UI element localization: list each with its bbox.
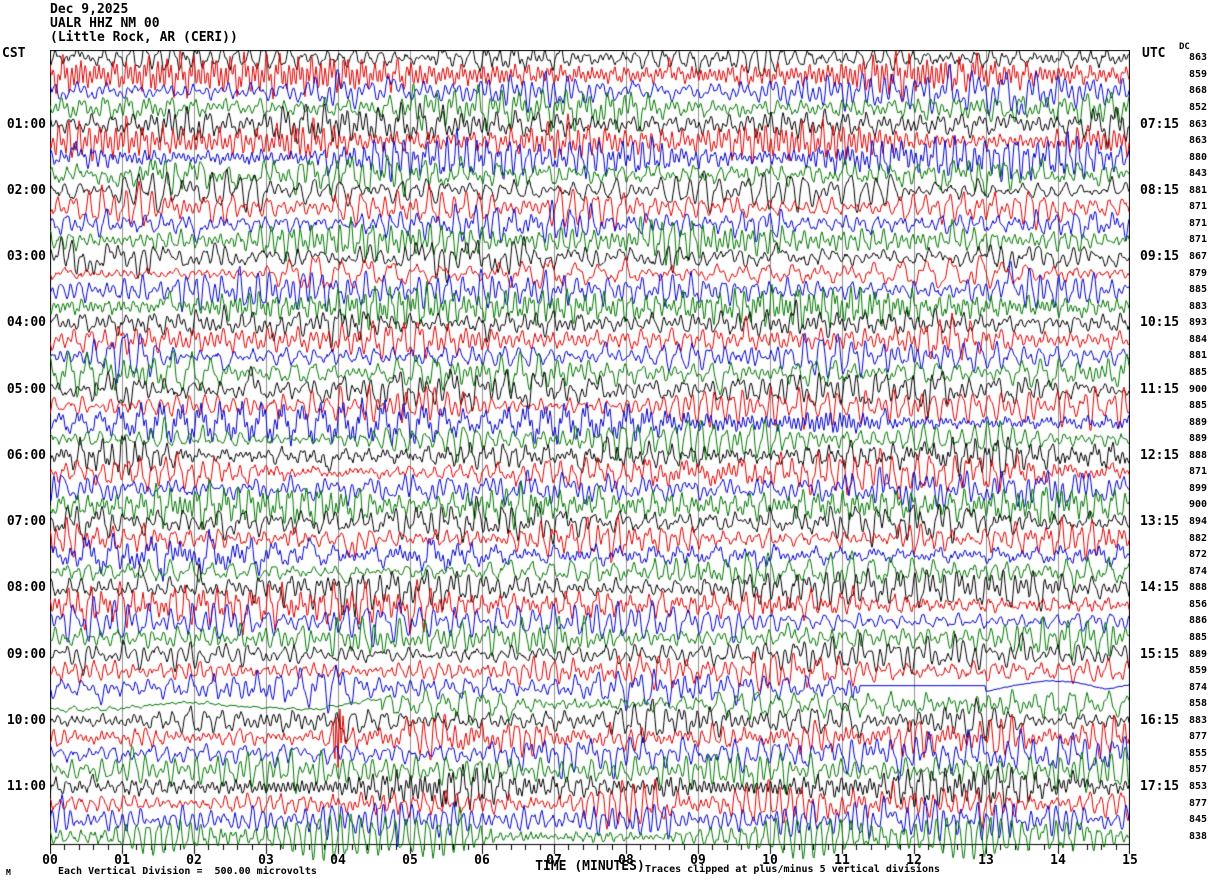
utc-time-label: 11:15 bbox=[1140, 382, 1180, 397]
dc-column-label: DC bbox=[1179, 42, 1190, 52]
dc-offset-value: 889 bbox=[1188, 417, 1207, 428]
x-tick-label: 13 bbox=[978, 853, 994, 868]
dc-offset-value: 845 bbox=[1188, 814, 1207, 825]
dc-offset-value: 893 bbox=[1188, 317, 1207, 328]
dc-offset-value: 881 bbox=[1188, 350, 1207, 361]
x-tick-label: 00 bbox=[42, 853, 58, 868]
x-tick-label: 15 bbox=[1122, 853, 1138, 868]
utc-time-label: 14:15 bbox=[1140, 580, 1180, 595]
cst-time-label: 04:00 bbox=[6, 315, 46, 330]
x-tick-label: 01 bbox=[114, 853, 130, 868]
left-timezone-label: CST bbox=[2, 46, 26, 61]
dc-offset-value: 874 bbox=[1188, 682, 1207, 693]
dc-offset-value: 886 bbox=[1188, 615, 1207, 626]
x-tick-label: 10 bbox=[762, 853, 778, 868]
x-tick-label: 05 bbox=[402, 853, 418, 868]
seismogram-canvas bbox=[50, 50, 1130, 862]
dc-offset-value: 889 bbox=[1188, 433, 1207, 444]
x-tick-label: 04 bbox=[330, 853, 346, 868]
dc-offset-value: 900 bbox=[1188, 384, 1207, 395]
dc-offset-value: 852 bbox=[1188, 102, 1207, 113]
x-tick-label: 03 bbox=[258, 853, 274, 868]
dc-offset-value: 879 bbox=[1188, 268, 1207, 279]
dc-offset-value: 856 bbox=[1188, 599, 1207, 610]
cst-time-label: 08:00 bbox=[6, 580, 46, 595]
utc-time-label: 13:15 bbox=[1140, 514, 1180, 529]
cst-time-label: 01:00 bbox=[6, 117, 46, 132]
dc-offset-value: 884 bbox=[1188, 334, 1207, 345]
dc-offset-value: 872 bbox=[1188, 549, 1207, 560]
dc-offset-value: 881 bbox=[1188, 185, 1207, 196]
x-tick-label: 14 bbox=[1050, 853, 1066, 868]
corner-mark: M bbox=[6, 868, 11, 877]
dc-offset-value: 888 bbox=[1188, 450, 1207, 461]
x-tick-label: 09 bbox=[690, 853, 706, 868]
x-axis-title: TIME (MINUTES) bbox=[535, 859, 645, 874]
dc-offset-value: 863 bbox=[1188, 135, 1207, 146]
dc-offset-value: 883 bbox=[1188, 715, 1207, 726]
x-tick-label: 12 bbox=[906, 853, 922, 868]
cst-time-label: 05:00 bbox=[6, 382, 46, 397]
x-tick-label: 08 bbox=[618, 853, 634, 868]
dc-offset-value: 871 bbox=[1188, 234, 1207, 245]
dc-offset-value: 880 bbox=[1188, 152, 1207, 163]
footer-scale-note: Each Vertical Division = 500.00 microvol… bbox=[58, 866, 317, 877]
dc-offset-value: 885 bbox=[1188, 400, 1207, 411]
dc-offset-value: 885 bbox=[1188, 632, 1207, 643]
utc-time-label: 07:15 bbox=[1140, 117, 1180, 132]
dc-offset-value: 857 bbox=[1188, 764, 1207, 775]
header-station: UALR HHZ NM 00 bbox=[50, 16, 160, 31]
dc-offset-value: 863 bbox=[1188, 52, 1207, 63]
dc-offset-value: 855 bbox=[1188, 748, 1207, 759]
dc-offset-value: 859 bbox=[1188, 69, 1207, 80]
dc-offset-value: 874 bbox=[1188, 566, 1207, 577]
dc-offset-value: 843 bbox=[1188, 168, 1207, 179]
x-tick-label: 02 bbox=[186, 853, 202, 868]
utc-time-label: 10:15 bbox=[1140, 315, 1180, 330]
cst-time-label: 09:00 bbox=[6, 647, 46, 662]
dc-offset-value: 883 bbox=[1188, 301, 1207, 312]
dc-offset-value: 838 bbox=[1188, 831, 1207, 842]
dc-offset-value: 894 bbox=[1188, 516, 1207, 527]
dc-offset-value: 859 bbox=[1188, 665, 1207, 676]
dc-offset-value: 882 bbox=[1188, 533, 1207, 544]
dc-offset-value: 858 bbox=[1188, 698, 1207, 709]
dc-offset-value: 867 bbox=[1188, 251, 1207, 262]
dc-offset-value: 889 bbox=[1188, 649, 1207, 660]
utc-time-label: 12:15 bbox=[1140, 448, 1180, 463]
dc-offset-value: 885 bbox=[1188, 284, 1207, 295]
dc-offset-value: 900 bbox=[1188, 499, 1207, 510]
cst-time-label: 02:00 bbox=[6, 183, 46, 198]
dc-offset-value: 888 bbox=[1188, 582, 1207, 593]
dc-offset-value: 868 bbox=[1188, 85, 1207, 96]
dc-offset-value: 871 bbox=[1188, 466, 1207, 477]
cst-time-label: 07:00 bbox=[6, 514, 46, 529]
x-tick-label: 06 bbox=[474, 853, 490, 868]
cst-time-label: 06:00 bbox=[6, 448, 46, 463]
dc-offset-value: 899 bbox=[1188, 483, 1207, 494]
right-timezone-label: UTC bbox=[1142, 46, 1166, 61]
x-tick-label: 11 bbox=[834, 853, 850, 868]
dc-offset-value: 877 bbox=[1188, 731, 1207, 742]
header-date: Dec 9,2025 bbox=[50, 2, 129, 17]
utc-time-label: 16:15 bbox=[1140, 713, 1180, 728]
dc-offset-value: 853 bbox=[1188, 781, 1207, 792]
utc-time-label: 09:15 bbox=[1140, 249, 1180, 264]
cst-time-label: 10:00 bbox=[6, 713, 46, 728]
dc-offset-value: 863 bbox=[1188, 119, 1207, 130]
footer-clip-note: Traces clipped at plus/minus 5 vertical … bbox=[645, 864, 941, 875]
cst-time-label: 11:00 bbox=[6, 779, 46, 794]
dc-offset-value: 871 bbox=[1188, 218, 1207, 229]
header-location: (Little Rock, AR (CERI)) bbox=[50, 30, 238, 45]
cst-time-label: 03:00 bbox=[6, 249, 46, 264]
dc-offset-value: 885 bbox=[1188, 367, 1207, 378]
utc-time-label: 17:15 bbox=[1140, 779, 1180, 794]
utc-time-label: 08:15 bbox=[1140, 183, 1180, 198]
x-tick-label: 07 bbox=[546, 853, 562, 868]
dc-offset-value: 871 bbox=[1188, 201, 1207, 212]
utc-time-label: 15:15 bbox=[1140, 647, 1180, 662]
dc-offset-value: 877 bbox=[1188, 798, 1207, 809]
